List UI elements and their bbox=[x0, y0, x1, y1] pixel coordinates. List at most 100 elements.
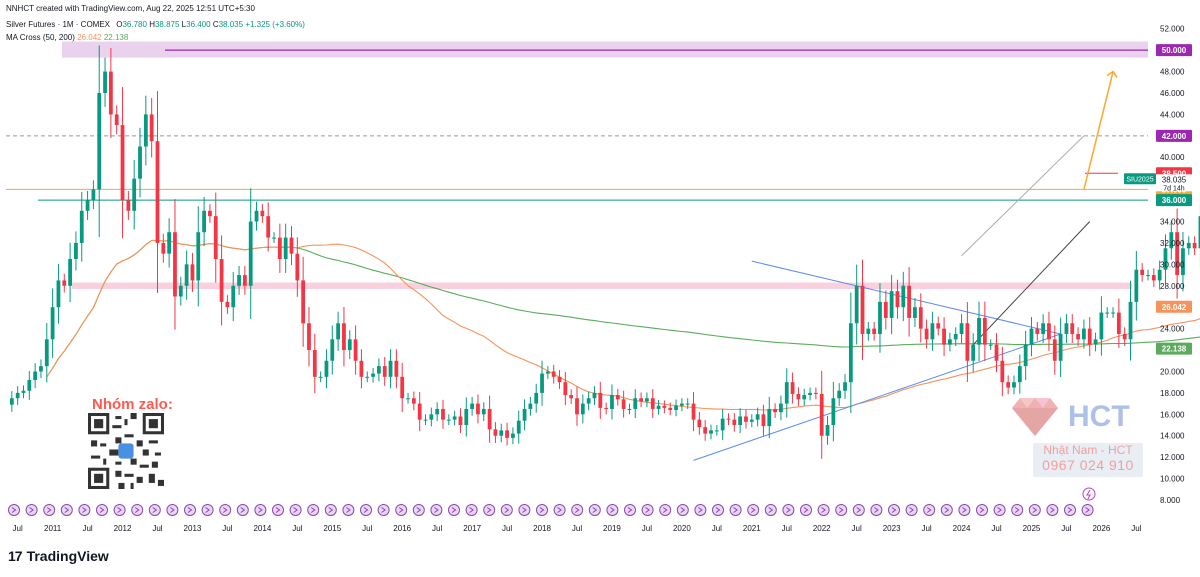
x-tick-label: Jul bbox=[502, 524, 512, 533]
event-marker-icon bbox=[395, 504, 408, 516]
zalo-label: Nhóm zalo: bbox=[92, 396, 173, 413]
candle-body bbox=[1029, 328, 1034, 345]
event-marker-icon bbox=[588, 504, 601, 516]
y-tick-label: 12.000 bbox=[1160, 453, 1185, 462]
event-marker-icon bbox=[78, 504, 91, 516]
event-marker-icon bbox=[412, 504, 425, 516]
event-circle bbox=[1081, 504, 1094, 516]
candle-body bbox=[161, 242, 166, 254]
event-chevron bbox=[82, 507, 87, 513]
event-circle bbox=[500, 504, 513, 516]
event-chevron bbox=[117, 507, 122, 513]
event-chevron bbox=[64, 507, 70, 513]
x-tick-label: 2013 bbox=[184, 524, 202, 533]
candle-body bbox=[1047, 323, 1051, 340]
event-circle bbox=[184, 504, 196, 516]
tradingview-branding[interactable]: 17 TradingView bbox=[8, 548, 109, 564]
candle-body bbox=[953, 333, 958, 340]
event-circle bbox=[905, 504, 918, 516]
candle-body bbox=[429, 414, 434, 420]
current-price-box bbox=[1156, 174, 1192, 192]
x-tick-label: 2024 bbox=[953, 524, 971, 533]
event-marker-icon bbox=[324, 504, 337, 516]
event-circle bbox=[641, 504, 654, 516]
candle-body bbox=[662, 405, 667, 408]
event-circle bbox=[782, 504, 795, 516]
candle-body bbox=[97, 92, 102, 190]
candle-body bbox=[883, 301, 888, 318]
x-tick-label: Jul bbox=[852, 524, 862, 533]
candle-body bbox=[1076, 333, 1080, 340]
candle-body bbox=[446, 419, 451, 421]
candle-body bbox=[452, 416, 457, 420]
y-tick-label: 8.000 bbox=[1160, 496, 1181, 505]
candle-body bbox=[225, 301, 230, 308]
candle-body bbox=[103, 71, 107, 93]
candle-body bbox=[15, 392, 20, 399]
x-tick-label: 2012 bbox=[114, 524, 132, 533]
hct-logo: HCT bbox=[1012, 398, 1130, 436]
event-chevron bbox=[750, 507, 756, 513]
candle-body bbox=[74, 242, 78, 259]
candle-body bbox=[942, 328, 946, 345]
event-marker-icon bbox=[923, 504, 936, 516]
candle-body bbox=[1093, 339, 1098, 345]
event-marker-icon bbox=[254, 504, 267, 516]
event-circle bbox=[1028, 504, 1041, 516]
candle-body bbox=[27, 380, 32, 391]
candle-body bbox=[627, 408, 632, 410]
candle-body bbox=[56, 280, 61, 308]
event-circle bbox=[254, 504, 267, 516]
event-circle bbox=[518, 504, 531, 516]
candle-body bbox=[1198, 216, 1200, 249]
event-chevron bbox=[909, 507, 914, 513]
event-circle bbox=[78, 504, 91, 516]
event-circle bbox=[324, 504, 337, 516]
candle-body bbox=[1186, 242, 1191, 249]
event-chevron bbox=[645, 507, 650, 513]
event-circle bbox=[8, 504, 20, 516]
event-marker-icon bbox=[148, 504, 161, 516]
event-chevron bbox=[803, 507, 809, 513]
event-circle bbox=[624, 504, 636, 516]
candle-body bbox=[1157, 269, 1162, 281]
candle-body bbox=[563, 382, 568, 396]
event-circle bbox=[60, 504, 73, 516]
x-tick-label: Jul bbox=[572, 524, 582, 533]
event-marker-icon bbox=[870, 504, 883, 516]
y-tick-label: 52.000 bbox=[1160, 25, 1185, 34]
candle-body bbox=[330, 339, 335, 361]
candle-body bbox=[295, 253, 300, 281]
zone-band bbox=[72, 282, 1132, 289]
candle-body bbox=[1169, 232, 1174, 249]
event-marker-icon bbox=[43, 504, 56, 516]
candle-body bbox=[1082, 328, 1086, 340]
candle-body bbox=[1070, 323, 1075, 334]
candle-body bbox=[691, 403, 696, 420]
candle-body bbox=[505, 430, 509, 438]
candle-body bbox=[1116, 312, 1121, 334]
y-tick-label: 34.000 bbox=[1160, 218, 1185, 227]
candle-body bbox=[114, 114, 119, 126]
candle-body bbox=[400, 376, 405, 399]
event-marker-icon bbox=[360, 504, 372, 516]
candle-body bbox=[342, 323, 346, 351]
candle-body bbox=[359, 360, 364, 377]
candle-body bbox=[907, 285, 912, 318]
event-chevron bbox=[926, 507, 932, 513]
event-chevron bbox=[293, 507, 298, 513]
event-chevron bbox=[170, 507, 175, 513]
x-tick-label: Jul bbox=[782, 524, 792, 533]
event-marker-icon bbox=[1064, 504, 1076, 516]
event-marker-icon bbox=[694, 504, 707, 516]
price-tag-label: 42.000 bbox=[1162, 132, 1187, 141]
countdown-label: 7d 14h bbox=[1163, 185, 1185, 192]
x-tick-label: Jul bbox=[362, 524, 372, 533]
event-marker-icon bbox=[8, 504, 20, 516]
candle-body bbox=[738, 416, 743, 426]
event-circle bbox=[764, 504, 777, 516]
close-label: C bbox=[212, 20, 219, 29]
candle-body bbox=[254, 210, 259, 222]
y-tick-label: 30.000 bbox=[1160, 260, 1185, 269]
